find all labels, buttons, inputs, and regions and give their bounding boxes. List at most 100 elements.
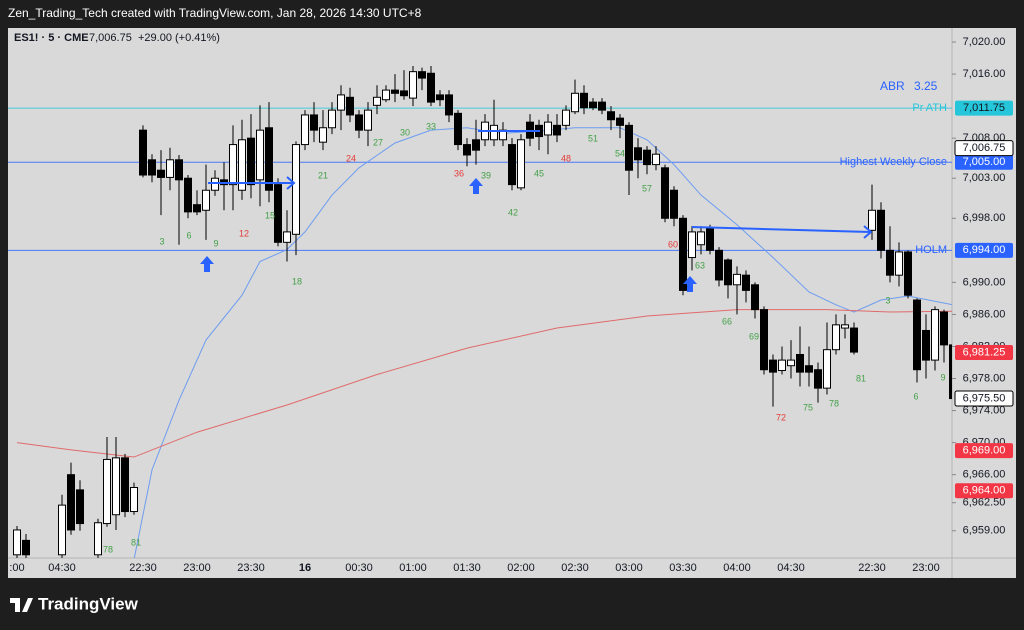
bar-count: 51 xyxy=(588,133,598,143)
x-tick-label: 01:00 xyxy=(399,562,427,574)
bar-count: 18 xyxy=(292,276,302,286)
level-tag-label: 7,011.75 xyxy=(963,102,1005,114)
y-tick-label: 6,998.00 xyxy=(963,212,1006,224)
moving-average xyxy=(133,127,952,558)
bar-count: 63 xyxy=(695,260,705,270)
candle-body xyxy=(679,217,687,291)
bar-count: 33 xyxy=(426,121,436,131)
candle-body xyxy=(724,259,732,286)
candle-body xyxy=(319,127,327,143)
y-tick-label: 6,990.00 xyxy=(963,276,1006,288)
x-tick-label: 23:00 xyxy=(183,562,211,574)
bar-count: 9 xyxy=(940,372,945,382)
price-tag xyxy=(954,140,1014,157)
candle-body xyxy=(706,227,714,251)
candle-body xyxy=(805,365,813,373)
y-tick-label: 7,003.00 xyxy=(963,172,1006,184)
price-tag-label: 6,975.50 xyxy=(963,392,1006,404)
candle-body xyxy=(76,489,84,525)
bar-count: 81 xyxy=(131,537,141,547)
candle-body xyxy=(22,539,30,556)
bar-count: 21 xyxy=(318,170,328,180)
price-tag-label: 6,969.00 xyxy=(963,445,1006,457)
bar-count: 57 xyxy=(642,183,652,193)
level-tag-label: 6,994.00 xyxy=(963,244,1006,256)
bar-count: 81 xyxy=(856,373,866,383)
candle-body xyxy=(553,124,561,136)
candle-body xyxy=(562,109,570,126)
candle-body xyxy=(373,96,381,106)
candle-body xyxy=(301,114,309,146)
candle-body xyxy=(886,249,894,276)
candle-body xyxy=(256,129,264,181)
y-tick-label: 6,986.00 xyxy=(963,308,1006,320)
y-tick-label: 6,974.00 xyxy=(963,404,1006,416)
candle-body xyxy=(823,349,831,389)
bar-count: 78 xyxy=(103,544,113,554)
candle-body xyxy=(103,458,111,525)
bar-count: 30 xyxy=(400,127,410,137)
candle-body xyxy=(94,522,102,556)
candle-body xyxy=(58,504,66,556)
x-tick-label: 22:30 xyxy=(129,562,157,574)
x-tick-label: 03:30 xyxy=(669,562,697,574)
x-tick-label: :00 xyxy=(9,562,24,574)
y-tick-label: 6,966.00 xyxy=(963,469,1006,481)
level-tag xyxy=(955,242,1013,258)
bar-count: 54 xyxy=(615,148,625,158)
candle-body xyxy=(778,359,786,372)
y-tick-label: 6,978.00 xyxy=(963,372,1006,384)
candle-body xyxy=(904,251,912,296)
candle-body xyxy=(193,204,201,213)
bar-count: 78 xyxy=(829,398,839,408)
candle-body xyxy=(229,144,237,186)
up-arrow xyxy=(683,276,697,292)
candle-body xyxy=(355,114,363,131)
candle-body xyxy=(697,231,705,246)
candle-body xyxy=(166,159,174,178)
bar-count: 24 xyxy=(346,153,356,163)
candle-body xyxy=(337,94,345,111)
candle-body xyxy=(661,167,669,219)
candle-body xyxy=(202,189,210,211)
candle-body xyxy=(490,124,498,141)
candle-body xyxy=(391,89,399,94)
candle-body xyxy=(652,153,660,166)
x-tick-label: 04:30 xyxy=(777,562,805,574)
candle-body xyxy=(400,90,408,97)
candle-body xyxy=(283,231,291,243)
logo-icon xyxy=(10,598,33,612)
h-arrow xyxy=(691,225,873,239)
candle-body xyxy=(733,273,741,286)
candle-body xyxy=(751,284,759,311)
level-name: HOLM xyxy=(915,244,947,256)
up-arrow xyxy=(200,256,214,272)
annotations xyxy=(200,130,873,292)
candle-body xyxy=(787,359,795,367)
candle-body xyxy=(742,274,750,291)
candle-body xyxy=(382,89,390,101)
candle-body xyxy=(409,71,417,99)
candle-body xyxy=(247,137,255,186)
candle-body xyxy=(931,309,939,361)
bar-count: 75 xyxy=(803,402,813,412)
candle-body xyxy=(427,72,435,103)
candle-body xyxy=(157,169,165,178)
bar-count: 45 xyxy=(534,168,544,178)
level-tag xyxy=(955,100,1013,116)
last-price: 7,006.75 xyxy=(89,32,132,44)
abr-label: ABR xyxy=(880,79,905,93)
candle-body xyxy=(121,457,129,513)
y-tick-label: 6,962.50 xyxy=(963,497,1006,509)
candle-body xyxy=(580,92,588,109)
logo: TradingView xyxy=(10,594,139,613)
candle-body xyxy=(643,149,651,166)
price-tag xyxy=(955,483,1013,499)
bar-count: 42 xyxy=(508,207,518,217)
change: +29.00 (+0.41%) xyxy=(138,32,220,44)
candle-body xyxy=(13,529,21,556)
x-tick-label: 02:30 xyxy=(561,562,589,574)
candle-body xyxy=(148,159,156,176)
candle-body xyxy=(868,209,876,231)
